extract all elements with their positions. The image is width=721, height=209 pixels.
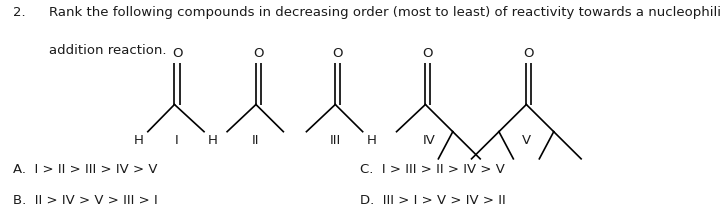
- Text: O: O: [523, 47, 534, 60]
- Text: I: I: [174, 134, 179, 147]
- Text: A.  I > II > III > IV > V: A. I > II > III > IV > V: [13, 163, 157, 176]
- Text: II: II: [252, 134, 260, 147]
- Text: H: H: [367, 134, 377, 147]
- Text: O: O: [423, 47, 433, 60]
- Text: O: O: [172, 47, 182, 60]
- Text: O: O: [332, 47, 343, 60]
- Text: D.  III > I > V > IV > II: D. III > I > V > IV > II: [360, 194, 506, 207]
- Text: C.  I > III > II > IV > V: C. I > III > II > IV > V: [360, 163, 505, 176]
- Text: H: H: [208, 134, 218, 147]
- Text: 2.: 2.: [13, 6, 26, 19]
- Text: Rank the following compounds in decreasing order (most to least) of reactivity t: Rank the following compounds in decreasi…: [49, 6, 721, 19]
- Text: O: O: [253, 47, 264, 60]
- Text: IV: IV: [423, 134, 435, 147]
- Text: III: III: [329, 134, 341, 147]
- Text: H: H: [133, 134, 143, 147]
- Text: V: V: [522, 134, 531, 147]
- Text: B.  II > IV > V > III > I: B. II > IV > V > III > I: [13, 194, 158, 207]
- Text: addition reaction.: addition reaction.: [49, 44, 167, 57]
